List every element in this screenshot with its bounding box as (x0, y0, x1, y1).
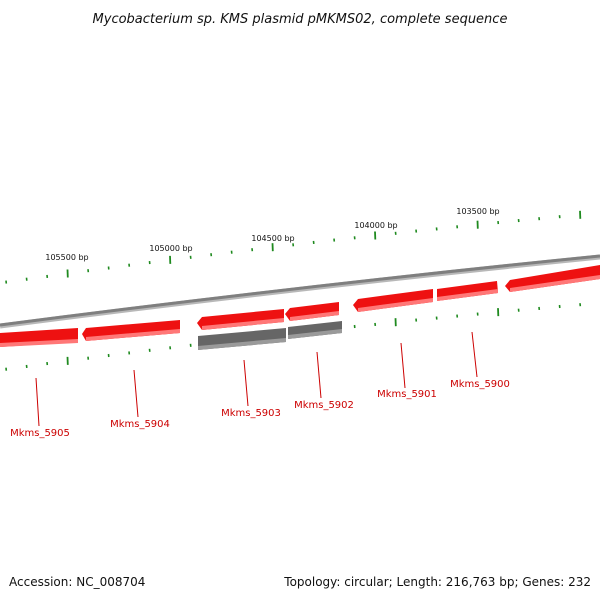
scale-label-105000: 105000 bp (149, 244, 192, 253)
map-title: Mycobacterium sp. KMS plasmid pMKMS02, c… (93, 12, 508, 27)
topology-summary: Topology: circular; Length: 216,763 bp; … (283, 575, 591, 589)
leader-line-mkms-5903 (243, 359, 249, 407)
scale-label-103500: 103500 bp (456, 207, 499, 216)
accession-text: Accession: NC_008704 (9, 575, 145, 589)
gene-label-mkms-5904[interactable]: Mkms_5904 (110, 419, 170, 430)
gene-label-mkms-5903[interactable]: Mkms_5903 (221, 408, 281, 419)
gene-arrow-offscreen-right[interactable] (505, 265, 600, 292)
leader-line-mkms-5904 (133, 369, 139, 418)
gene-arrow-shadow (510, 275, 600, 292)
gene-arrow-shadow (86, 329, 180, 341)
reverse-strand-genes (198, 321, 342, 350)
gene-arrow-shadow (290, 311, 339, 321)
plasmid-backbone (0, 254, 600, 327)
leader-line-mkms-5905 (35, 377, 40, 427)
gene-arrow-shadow (202, 318, 284, 330)
upper-scale-ticks (5, 210, 582, 284)
gene-block-shadow (198, 338, 286, 350)
leader-line-mkms-5900 (471, 331, 478, 378)
leader-line-mkms-5901 (400, 342, 406, 389)
leader-line-mkms-5902 (316, 351, 322, 399)
gene-label-mkms-5905[interactable]: Mkms_5905 (10, 428, 70, 439)
scale-label-105500: 105500 bp (45, 253, 88, 262)
scale-label-104500: 104500 bp (251, 234, 294, 243)
gene-arrow-shadow (437, 289, 498, 301)
gene-label-mkms-5901[interactable]: Mkms_5901 (377, 389, 437, 400)
gene-label-mkms-5902[interactable]: Mkms_5902 (294, 400, 354, 411)
gene-block-shadow (288, 329, 342, 339)
gene-arrow-shadow (358, 298, 433, 312)
forward-strand-genes (0, 265, 600, 347)
scale-label-104000: 104000 bp (354, 221, 397, 230)
gene-label-mkms-5900[interactable]: Mkms_5900 (450, 379, 510, 390)
gene-arrow-shadow (0, 339, 78, 347)
